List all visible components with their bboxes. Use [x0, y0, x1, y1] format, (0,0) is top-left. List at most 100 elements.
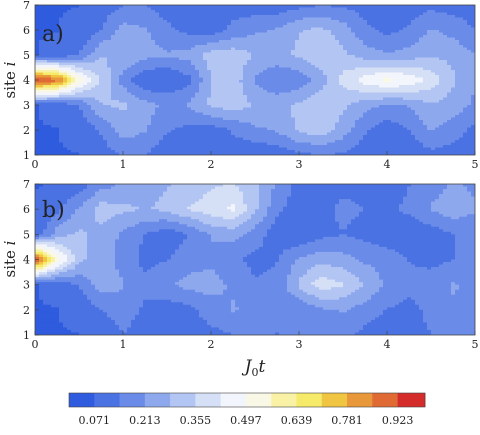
heatmap-cell: [347, 82, 352, 86]
heatmap-cell: [383, 70, 388, 74]
heatmap-cell: [135, 107, 140, 111]
heatmap-cell: [243, 67, 248, 71]
heatmap-cell: [315, 85, 320, 89]
heatmap-cell: [259, 50, 264, 54]
heatmap-cell: [299, 25, 304, 29]
heatmap-cell: [299, 27, 304, 31]
heatmap-cell: [79, 7, 84, 11]
heatmap-cell: [411, 25, 416, 29]
heatmap-cell: [135, 20, 140, 24]
heatmap-cell: [343, 10, 348, 14]
heatmap-cell: [99, 40, 104, 44]
heatmap-cell: [175, 67, 180, 71]
heatmap-cell: [171, 22, 176, 26]
heatmap-cell: [103, 10, 108, 14]
heatmap-cell: [107, 27, 112, 31]
heatmap-cell: [63, 80, 68, 84]
heatmap-cell: [363, 32, 368, 36]
heatmap-cell: [323, 102, 328, 106]
heatmap-cell: [295, 87, 300, 91]
heatmap-cell: [111, 80, 116, 84]
heatmap-cell: [63, 10, 68, 14]
heatmap-cell: [255, 55, 260, 59]
heatmap-cell: [107, 10, 112, 14]
heatmap-cell: [143, 115, 148, 119]
heatmap-cell: [123, 97, 128, 101]
heatmap-cell: [275, 30, 280, 34]
heatmap-cell: [455, 107, 460, 111]
heatmap-cell: [359, 107, 364, 111]
heatmap-cell: [347, 22, 352, 26]
heatmap-cell: [139, 20, 144, 24]
heatmap-cell: [423, 12, 428, 16]
heatmap-cell: [451, 100, 456, 104]
heatmap-cell: [155, 7, 160, 11]
heatmap-cell: [159, 77, 164, 81]
heatmap-cell: [295, 97, 300, 101]
heatmap-cell: [71, 97, 76, 101]
heatmap-cell: [243, 22, 248, 26]
heatmap-cell: [119, 117, 124, 121]
heatmap-cell: [279, 12, 284, 16]
heatmap-cell: [251, 107, 256, 111]
heatmap-cell: [211, 87, 216, 91]
heatmap-cell: [63, 117, 68, 121]
heatmap-cell: [227, 45, 232, 49]
heatmap-cell: [279, 42, 284, 46]
heatmap-cell: [247, 5, 252, 9]
heatmap-cell: [443, 30, 448, 34]
heatmap-cell: [287, 67, 292, 71]
heatmap-cell: [115, 40, 120, 44]
heatmap-cell: [451, 52, 456, 56]
heatmap-cell: [55, 7, 60, 11]
heatmap-cell: [219, 65, 224, 69]
heatmap-cell: [51, 82, 56, 86]
heatmap-cell: [275, 90, 280, 94]
heatmap-cell: [135, 97, 140, 101]
heatmap-cell: [131, 77, 136, 81]
heatmap-cell: [55, 35, 60, 39]
heatmap-cell: [247, 80, 252, 84]
heatmap-cell: [427, 97, 432, 101]
heatmap-cell: [287, 77, 292, 81]
heatmap-cell: [263, 60, 268, 64]
heatmap-cell: [451, 92, 456, 96]
heatmap-cell: [183, 47, 188, 51]
heatmap-cell: [303, 85, 308, 89]
heatmap-cell: [35, 75, 40, 79]
heatmap-cell: [327, 20, 332, 24]
heatmap-cell: [439, 45, 444, 49]
heatmap-cell: [383, 30, 388, 34]
heatmap-cell: [39, 22, 44, 26]
heatmap-cell: [343, 67, 348, 71]
heatmap-cell: [59, 10, 64, 14]
heatmap-cell: [143, 77, 148, 81]
heatmap-cell: [275, 92, 280, 96]
heatmap-cell: [39, 102, 44, 106]
heatmap-cell: [267, 82, 272, 86]
heatmap-cell: [319, 22, 324, 26]
heatmap-cell: [371, 77, 376, 81]
heatmap-cell: [451, 112, 456, 116]
heatmap-cell: [87, 5, 92, 9]
heatmap-cell: [223, 67, 228, 71]
heatmap-cell: [455, 90, 460, 94]
heatmap-cell: [83, 112, 88, 116]
heatmap-cell: [323, 90, 328, 94]
heatmap-cell: [375, 72, 380, 76]
heatmap-cell: [135, 32, 140, 36]
heatmap-cell: [131, 12, 136, 16]
heatmap-cell: [55, 115, 60, 119]
heatmap-cell: [363, 60, 368, 64]
heatmap-cell: [127, 50, 132, 54]
heatmap-cell: [295, 62, 300, 66]
heatmap-cell: [87, 110, 92, 114]
heatmap-cell: [159, 72, 164, 76]
heatmap-cell: [211, 117, 216, 121]
heatmap-cell: [191, 92, 196, 96]
heatmap-cell: [355, 87, 360, 91]
heatmap-cell: [227, 115, 232, 119]
heatmap-cell: [123, 90, 128, 94]
heatmap-cell: [407, 85, 412, 89]
heatmap-cell: [143, 15, 148, 19]
